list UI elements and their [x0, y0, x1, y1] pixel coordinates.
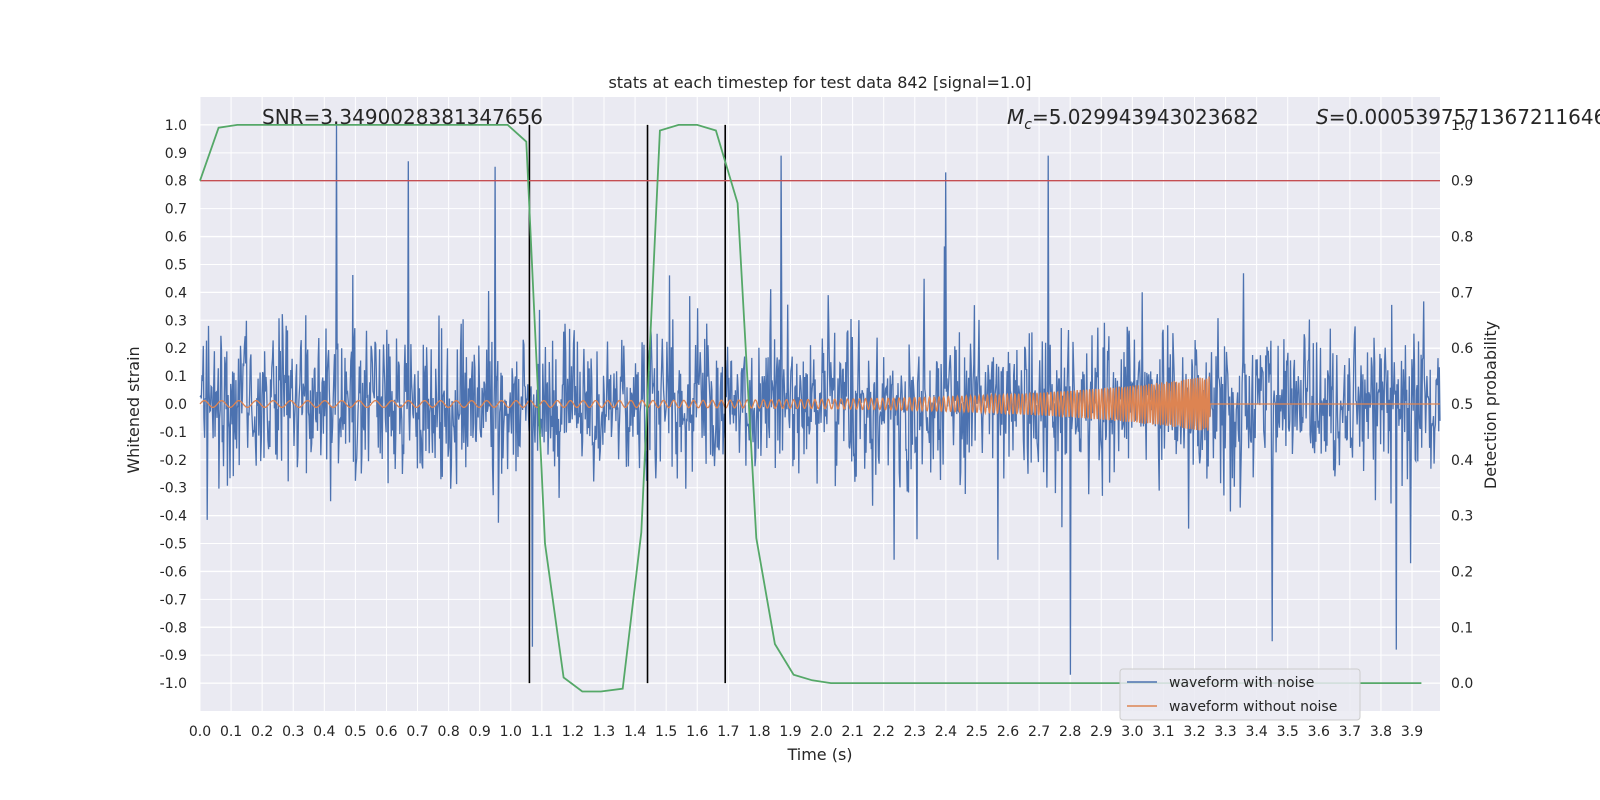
x-tick-label: 3.8: [1370, 724, 1392, 740]
y2-axis-ticks: 1.0 0.9 0.8 0.7 0.6 0.5 0.4 0.3 0.2 0.1 0.0: [1451, 118, 1473, 692]
x-tick-label: 0.4: [313, 724, 335, 740]
y-tick-label: -0.5: [160, 537, 187, 553]
x-tick-label: 3.5: [1277, 724, 1299, 740]
x-tick-label: 1.3: [593, 724, 615, 740]
y-tick-label: -0.9: [160, 648, 187, 664]
x-tick-label: 0.9: [469, 724, 491, 740]
chirp-mass-value: =5.029943943023682: [1032, 105, 1259, 129]
x-tick-label: 3.9: [1401, 724, 1423, 740]
y-axis-ticks: 1.0 0.9 0.8 0.7 0.6 0.5 0.4 0.3 0.2 0.1 0.0 -0.1 -0.…: [160, 118, 187, 692]
y-tick-label: 0.1: [165, 369, 187, 385]
x-tick-label: 2.1: [841, 724, 863, 740]
y2-tick-label: 0.8: [1451, 230, 1473, 246]
x-tick-label: 1.8: [748, 724, 770, 740]
y-tick-label: 0.6: [165, 230, 187, 246]
y-tick-label: 0.5: [165, 257, 187, 273]
y-tick-label: -0.7: [160, 592, 187, 608]
x-tick-label: 0.2: [251, 724, 273, 740]
x-tick-label: 2.0: [810, 724, 832, 740]
x-tick-label: 1.2: [562, 724, 584, 740]
chart-title: stats at each timestep for test data 842…: [608, 73, 1031, 92]
x-tick-label: 3.6: [1308, 724, 1330, 740]
x-tick-label: 1.4: [624, 724, 646, 740]
x-tick-label: 3.3: [1214, 724, 1236, 740]
y2-tick-label: 0.5: [1451, 397, 1473, 413]
y2-tick-label: 0.2: [1451, 564, 1473, 580]
x-tick-label: 3.1: [1152, 724, 1174, 740]
x-tick-label: 3.0: [1121, 724, 1143, 740]
s-symbol: S: [1316, 105, 1329, 129]
y-tick-label: 0.4: [165, 285, 187, 301]
x-tick-label: 0.3: [282, 724, 304, 740]
x-tick-label: 2.3: [904, 724, 926, 740]
legend-label-noise: waveform with noise: [1169, 675, 1314, 691]
chirp-series: [199, 376, 1440, 431]
y2-axis-label: Detection probability: [1481, 321, 1500, 489]
x-tick-label: 2.8: [1059, 724, 1081, 740]
y-tick-label: 0.3: [165, 313, 187, 329]
y2-tick-label: 0.0: [1451, 676, 1473, 692]
x-tick-label: 0.0: [189, 724, 211, 740]
y-axis-label: Whitened strain: [124, 346, 143, 473]
y-tick-label: 0.7: [165, 202, 187, 218]
x-tick-label: 2.5: [966, 724, 988, 740]
s-value: =0.0005397571367211646: [1329, 105, 1600, 129]
chirp-mass-annotation: Mc=5.029943943023682: [1007, 105, 1259, 133]
probability-line: [199, 124, 1422, 693]
y-tick-label: -0.2: [160, 453, 187, 469]
y2-tick-label: 0.1: [1451, 620, 1473, 636]
y2-tick-label: 1.0: [1451, 118, 1473, 134]
chirp-mass-subscript: c: [1024, 117, 1032, 133]
y-tick-label: -1.0: [160, 676, 187, 692]
probability-series: [199, 124, 1422, 693]
x-tick-label: 0.7: [406, 724, 428, 740]
x-tick-label: 2.2: [873, 724, 895, 740]
y2-tick-label: 0.6: [1451, 341, 1473, 357]
s-annotation: S=0.0005397571367211646: [1316, 105, 1600, 129]
y-tick-label: -0.6: [160, 564, 187, 580]
x-tick-label: 0.8: [437, 724, 459, 740]
x-tick-label: 1.0: [500, 724, 522, 740]
x-tick-label: 0.1: [220, 724, 242, 740]
snr-annotation: SNR=3.3490028381347656: [262, 105, 543, 129]
x-tick-label: 0.5: [344, 724, 366, 740]
y-tick-label: 0.2: [165, 341, 187, 357]
x-tick-label: 1.9: [779, 724, 801, 740]
legend-box: [1119, 668, 1361, 721]
y-tick-label: -0.3: [160, 481, 187, 497]
y2-tick-label: 0.3: [1451, 509, 1473, 525]
noise-series: [199, 124, 1441, 675]
y-tick-label: -0.4: [160, 509, 187, 525]
y-tick-label: 0.8: [165, 174, 187, 190]
x-axis-label: Time (s): [786, 745, 852, 764]
legend-label-clean: waveform without noise: [1169, 699, 1337, 715]
x-tick-label: 3.2: [1183, 724, 1205, 740]
x-tick-label: 2.7: [1028, 724, 1050, 740]
x-tick-label: 2.4: [935, 724, 957, 740]
x-tick-label: 2.6: [997, 724, 1019, 740]
y-tick-label: 0.9: [165, 146, 187, 162]
noise-line: [199, 124, 1441, 675]
chirp-mass-symbol: M: [1007, 105, 1024, 129]
y2-tick-label: 0.9: [1451, 174, 1473, 190]
x-tick-label: 3.4: [1246, 724, 1268, 740]
y2-tick-label: 0.7: [1451, 285, 1473, 301]
x-axis-ticks: 0.0 0.1 0.2 0.3 0.4 0.5 0.6 0.7 0.8 0.9 1.0 1.1 1.2 1…: [189, 724, 1423, 740]
x-tick-label: 2.9: [1090, 724, 1112, 740]
clean-waveform-line: [199, 376, 1440, 431]
x-tick-label: 1.7: [717, 724, 739, 740]
x-tick-label: 3.7: [1339, 724, 1361, 740]
y-tick-label: -0.1: [160, 425, 187, 441]
x-tick-label: 1.1: [531, 724, 553, 740]
y-tick-label: -0.8: [160, 620, 187, 636]
y-tick-label: 1.0: [165, 118, 187, 134]
legend: waveform with noise waveform without noi…: [1119, 668, 1361, 721]
x-tick-label: 1.5: [655, 724, 677, 740]
x-tick-label: 1.6: [686, 724, 708, 740]
x-tick-label: 0.6: [375, 724, 397, 740]
y-tick-label: 0.0: [165, 397, 187, 413]
y2-tick-label: 0.4: [1451, 453, 1473, 469]
